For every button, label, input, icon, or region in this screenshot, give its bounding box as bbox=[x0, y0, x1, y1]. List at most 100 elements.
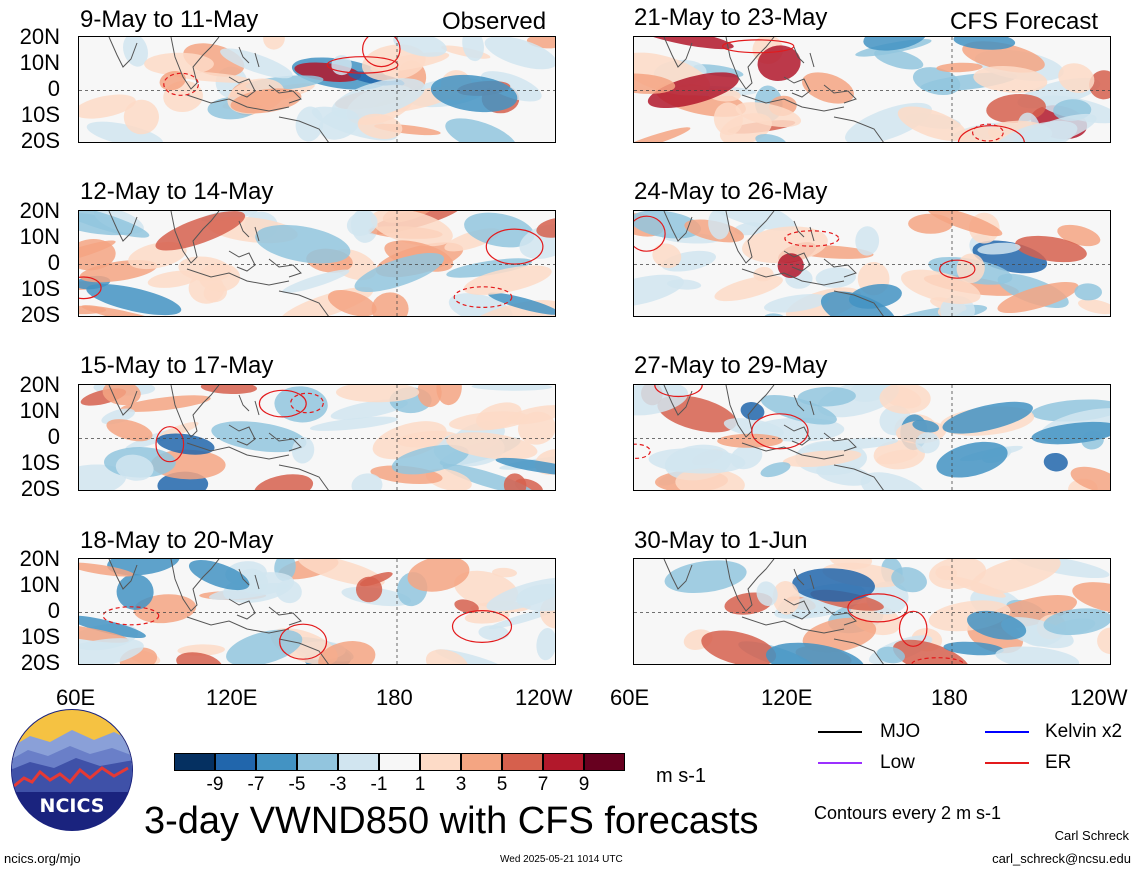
ytick-20n: 20N bbox=[19, 372, 60, 397]
coastlines bbox=[108, 211, 329, 316]
ytick-20s: 20S bbox=[20, 302, 60, 327]
xtick-right-60e: 60E bbox=[610, 685, 650, 710]
colorbar-label: -5 bbox=[288, 774, 306, 795]
panel-title-6: 24-May to 26-May bbox=[634, 178, 828, 205]
main-title: 3-day VWND850 with CFS forecasts bbox=[144, 800, 759, 842]
coastlines bbox=[663, 37, 884, 142]
shading bbox=[79, 211, 555, 316]
panel-title-7: 27-May to 29-May bbox=[634, 352, 828, 379]
shading bbox=[634, 211, 1110, 316]
legend-label-kelvin: Kelvin x2 bbox=[1045, 721, 1123, 742]
colorbar-swatch-3 bbox=[256, 753, 297, 771]
er-contours bbox=[634, 385, 809, 459]
coastlines bbox=[108, 385, 329, 490]
legend-line-er bbox=[985, 762, 1029, 764]
map-panel-5 bbox=[633, 36, 1111, 143]
colorbar-label: -3 bbox=[329, 774, 347, 795]
er-contours bbox=[102, 606, 513, 660]
ytick-10n: 10N bbox=[19, 50, 60, 75]
shading bbox=[79, 385, 555, 490]
panel-title-3: 15-May to 17-May bbox=[80, 352, 274, 379]
er-contours bbox=[163, 37, 401, 96]
ytick-20s: 20S bbox=[20, 128, 60, 153]
map-panel-7 bbox=[633, 384, 1111, 491]
ytick-10n: 10N bbox=[19, 572, 60, 597]
er-contours bbox=[155, 389, 324, 463]
author-name: Carl Schreck bbox=[1054, 828, 1129, 843]
coastlines bbox=[108, 559, 329, 664]
legend-line-kelvin bbox=[985, 731, 1029, 733]
colorbar-swatch-9 bbox=[502, 753, 543, 771]
xtick-right-120w: 120W bbox=[1070, 685, 1128, 710]
logo-text: NCICS bbox=[40, 795, 105, 817]
ytick-20n: 20N bbox=[19, 24, 60, 49]
footer-url: ncics.org/mjo bbox=[4, 851, 81, 866]
panel-title-4: 18-May to 20-May bbox=[80, 527, 274, 554]
ytick-10s: 10S bbox=[20, 276, 60, 301]
shading bbox=[664, 559, 1110, 664]
map-panel-2 bbox=[78, 210, 556, 317]
shading bbox=[634, 385, 1110, 490]
ytick-10s: 10S bbox=[20, 624, 60, 649]
er-contours bbox=[634, 215, 976, 279]
map-field-8 bbox=[634, 559, 1110, 664]
xtick-right-180: 180 bbox=[931, 685, 968, 710]
shading bbox=[634, 37, 1110, 142]
colorbar-swatch-10 bbox=[543, 753, 584, 771]
map-field-7 bbox=[634, 385, 1110, 490]
colorbar-swatch-7 bbox=[420, 753, 461, 771]
ytick-10s: 10S bbox=[20, 102, 60, 127]
coastlines bbox=[663, 211, 884, 316]
legend-label-mjo: MJO bbox=[880, 721, 921, 742]
colorbar-swatch-11 bbox=[584, 753, 625, 771]
colorbar-label: 5 bbox=[496, 774, 508, 795]
colorbar-swatch-4 bbox=[297, 753, 338, 771]
legend-label-er: ER bbox=[1045, 752, 1072, 773]
colorbar-label: 9 bbox=[578, 774, 590, 795]
map-field-6 bbox=[634, 211, 1110, 316]
shading bbox=[79, 37, 555, 142]
map-field-1 bbox=[79, 37, 555, 142]
coastlines bbox=[663, 559, 884, 664]
ytick-20s: 20S bbox=[20, 476, 60, 501]
xtick-left-120w: 120W bbox=[515, 685, 573, 710]
contour-note: Contours every 2 m s-1 bbox=[814, 803, 1002, 823]
map-panel-1 bbox=[78, 36, 556, 143]
colorbar-swatch-1 bbox=[174, 753, 215, 771]
map-field-2 bbox=[79, 211, 555, 316]
er-contours bbox=[79, 228, 544, 308]
panel-title-2: 12-May to 14-May bbox=[80, 178, 274, 205]
map-field-5 bbox=[634, 37, 1110, 142]
colorbar-label: 3 bbox=[455, 774, 467, 795]
ytick-0: 0 bbox=[47, 76, 60, 101]
footer-timestamp: Wed 2025-05-21 1014 UTC bbox=[500, 854, 623, 865]
xtick-left-60e: 60E bbox=[56, 685, 96, 710]
map-field-3 bbox=[79, 385, 555, 490]
colorbar-label: -7 bbox=[247, 774, 265, 795]
coastlines bbox=[108, 37, 329, 142]
ytick-0: 0 bbox=[47, 250, 60, 275]
colorbar-label: 7 bbox=[537, 774, 549, 795]
legend-line-mjo bbox=[818, 731, 862, 733]
forecast-label: CFS Forecast bbox=[950, 8, 1099, 35]
ytick-0: 0 bbox=[47, 598, 60, 623]
map-panel-4 bbox=[78, 558, 556, 665]
observed-label: Observed bbox=[442, 8, 547, 35]
colorbar-units: m s-1 bbox=[656, 765, 706, 787]
legend-line-low bbox=[818, 762, 862, 764]
xtick-left-180: 180 bbox=[376, 685, 413, 710]
xtick-left-120e: 120E bbox=[206, 685, 258, 710]
author-email: carl_schreck@ncsu.edu bbox=[992, 851, 1131, 866]
colorbar-label: -9 bbox=[206, 774, 224, 795]
ytick-20n: 20N bbox=[19, 198, 60, 223]
coastlines bbox=[663, 385, 884, 490]
map-panel-3 bbox=[78, 384, 556, 491]
shading bbox=[79, 559, 555, 664]
colorbar-label: 1 bbox=[414, 774, 426, 795]
ncics-logo: NCICS bbox=[10, 708, 134, 832]
legend-label-low: Low bbox=[880, 752, 915, 773]
ytick-10n: 10N bbox=[19, 398, 60, 423]
map-panel-8 bbox=[633, 558, 1111, 665]
map-field-4 bbox=[79, 559, 555, 664]
map-panel-6 bbox=[633, 210, 1111, 317]
